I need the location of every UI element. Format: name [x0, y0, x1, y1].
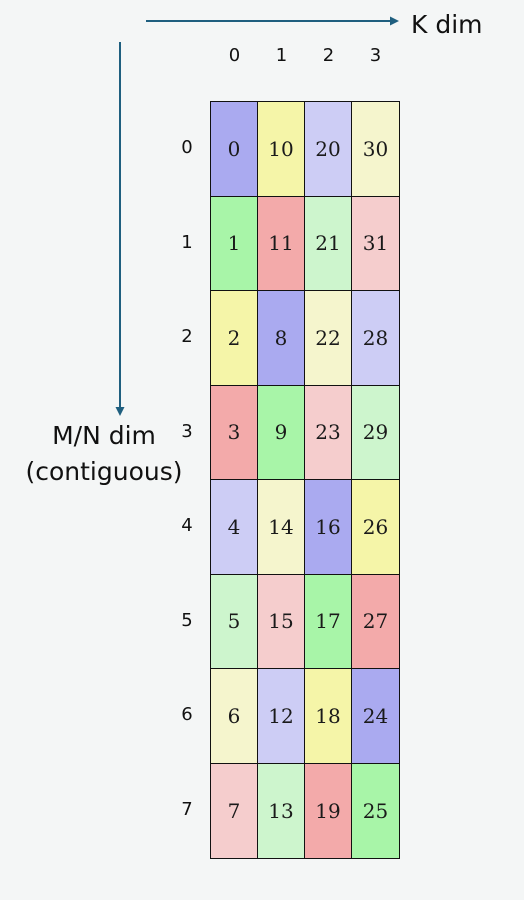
grid-cell-r3-c2: 23	[305, 385, 352, 480]
grid-cell-r1-c3: 31	[352, 196, 399, 291]
grid-cell-r2-c1: 8	[258, 291, 305, 386]
mn-dim-label-line1: M/N dim	[52, 421, 156, 450]
row-index-4: 4	[181, 515, 193, 537]
grid-cell-r3-c0: 3	[211, 385, 258, 480]
grid-cell-r6-c2: 18	[305, 669, 352, 764]
column-index-1: 1	[275, 45, 288, 66]
grid-cell-r7-c2: 19	[305, 763, 352, 858]
grid-cell-r2-c2: 22	[305, 291, 352, 386]
row-index-6: 6	[181, 704, 193, 726]
mn-dim-label-line2: (contiguous)	[25, 457, 183, 486]
grid-cell-r4-c1: 14	[258, 480, 305, 575]
row-index-2: 2	[181, 326, 193, 348]
row-index-7: 7	[181, 798, 193, 820]
grid-cell-r6-c0: 6	[211, 669, 258, 764]
grid-cell-r0-c3: 30	[352, 102, 399, 197]
grid-cell-r1-c2: 21	[305, 196, 352, 291]
grid-cell-r4-c3: 26	[352, 480, 399, 575]
grid-cell-r1-c0: 1	[211, 196, 258, 291]
layout-grid: 0 10 20 30 1 11 21 31 2 8 22 28 3 9 23 29 4 14 16 26 5 15 17 27…	[210, 101, 400, 859]
grid-cell-r0-c1: 10	[258, 102, 305, 197]
row-index-5: 5	[181, 609, 193, 631]
grid-cell-r3-c3: 29	[352, 385, 399, 480]
grid-cell-r2-c0: 2	[211, 291, 258, 386]
mn-dim-arrow	[115, 42, 125, 416]
grid-cell-r6-c3: 24	[352, 669, 399, 764]
column-index-2: 2	[322, 45, 335, 66]
column-index-3: 3	[369, 45, 382, 66]
row-index-3: 3	[181, 420, 193, 442]
column-index-0: 0	[228, 45, 241, 66]
grid-cell-r7-c1: 13	[258, 763, 305, 858]
grid-cell-r7-c3: 25	[352, 763, 399, 858]
row-index-1: 1	[181, 231, 193, 253]
row-index-0: 0	[181, 137, 193, 159]
grid-cell-r1-c1: 11	[258, 196, 305, 291]
grid-cell-r2-c3: 28	[352, 291, 399, 386]
grid-cell-r0-c0: 0	[211, 102, 258, 197]
grid-cell-r3-c1: 9	[258, 385, 305, 480]
mn-dim-label: M/N dim (contiguous)	[20, 418, 188, 490]
grid-cell-r5-c3: 27	[352, 574, 399, 669]
grid-cell-r4-c2: 16	[305, 480, 352, 575]
grid-cell-r0-c2: 20	[305, 102, 352, 197]
grid-cell-r4-c0: 4	[211, 480, 258, 575]
grid-cell-r5-c1: 15	[258, 574, 305, 669]
grid-cell-r5-c0: 5	[211, 574, 258, 669]
grid-cell-r7-c0: 7	[211, 763, 258, 858]
grid-cell-r6-c1: 12	[258, 669, 305, 764]
k-dim-arrow	[146, 16, 399, 26]
k-dim-label: K dim	[411, 10, 483, 39]
grid-cell-r5-c2: 17	[305, 574, 352, 669]
